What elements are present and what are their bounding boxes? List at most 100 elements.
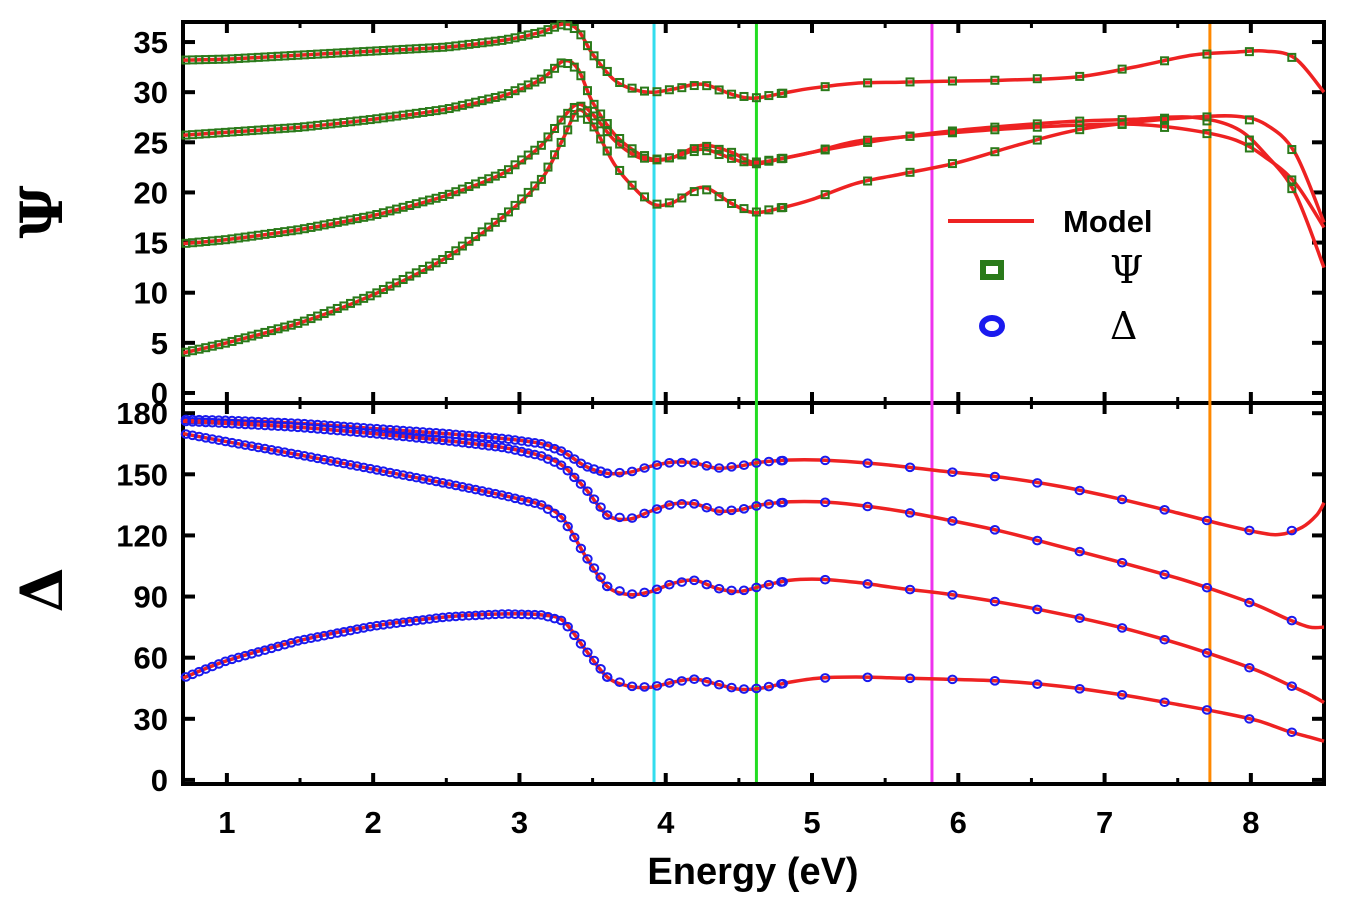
- delta-data-point: [701, 502, 712, 513]
- delta-data-point: [246, 649, 257, 659]
- delta-data-point: [664, 500, 675, 510]
- psi-data-point: [905, 131, 915, 141]
- delta-data-point: [763, 579, 775, 590]
- delta-data-point: [751, 582, 762, 593]
- delta-data-point: [483, 432, 494, 443]
- delta-data-point: [562, 521, 573, 532]
- delta-data-point: [496, 442, 508, 453]
- psi-data-point: [1032, 122, 1042, 132]
- delta-data-point: [614, 467, 625, 478]
- psi-data-point: [615, 165, 625, 175]
- delta-data-point: [318, 424, 330, 435]
- delta-data-point: [989, 471, 1001, 482]
- psi-data-point: [764, 155, 774, 165]
- delta-data-point: [862, 501, 873, 512]
- delta-data-point: [470, 484, 481, 495]
- delta-data-point: [1116, 557, 1128, 568]
- psi-data-point: [739, 153, 749, 163]
- x-tick-label-7: 7: [1096, 805, 1113, 840]
- psi-data-point: [576, 71, 586, 81]
- psi-y-tick-label-30: 30: [134, 75, 168, 110]
- delta-data-point: [496, 609, 508, 619]
- legend-model-label: Model: [1063, 204, 1153, 239]
- psi-data-point: [444, 251, 454, 261]
- delta-data-point: [523, 437, 534, 447]
- delta-data-point: [701, 579, 712, 590]
- psi-data-point: [569, 62, 579, 72]
- psi-data-point: [589, 122, 599, 132]
- delta-data-point: [713, 463, 725, 473]
- psi-data-point: [536, 140, 546, 150]
- delta-data-point: [279, 639, 290, 650]
- delta-data-point: [351, 624, 363, 635]
- delta-data-point: [411, 426, 422, 437]
- delta-data-point: [1159, 505, 1170, 515]
- delta-model-line-4: [182, 611, 1325, 743]
- delta-data-point: [555, 512, 567, 523]
- psi-data-point: [523, 187, 533, 197]
- delta-data-point: [365, 621, 376, 632]
- psi-data-point: [640, 153, 650, 163]
- delta-data-point: [536, 610, 547, 620]
- psi-data-point: [727, 89, 737, 99]
- psi-data-point: [1287, 52, 1297, 62]
- psi-data-point: [1287, 145, 1297, 155]
- delta-data-point: [384, 430, 396, 441]
- delta-data-point: [1201, 705, 1213, 715]
- delta-data-point: [1074, 613, 1085, 623]
- delta-data-point: [738, 460, 750, 471]
- psi-data-point: [477, 227, 487, 237]
- psi-data-point: [1117, 64, 1127, 74]
- delta-data-point: [904, 584, 916, 595]
- psi-data-point: [640, 192, 650, 202]
- psi-data-point: [627, 83, 637, 93]
- delta-data-point: [318, 454, 330, 465]
- psi-data-point: [550, 123, 560, 133]
- delta-data-point: [476, 610, 488, 620]
- x-tick-label-1: 1: [218, 805, 235, 840]
- delta-data-point: [575, 479, 587, 489]
- delta-data-point: [595, 502, 606, 512]
- delta-data-point: [299, 634, 310, 645]
- delta-data-point: [529, 438, 541, 448]
- psi-y-tick-label-35: 35: [134, 25, 168, 60]
- delta-data-point: [286, 638, 297, 648]
- delta-data-point: [490, 488, 501, 499]
- delta-data-point: [253, 442, 264, 453]
- psi-data-point: [1287, 175, 1297, 185]
- psi-data-point: [530, 145, 540, 155]
- delta-data-point: [332, 457, 343, 468]
- delta-data-point: [338, 458, 350, 469]
- delta-data-point: [266, 444, 277, 455]
- psi-data-point: [517, 155, 527, 165]
- delta-data-point: [639, 587, 650, 598]
- delta-data-point: [1159, 697, 1170, 708]
- delta-data-point: [424, 434, 435, 444]
- delta-data-point: [1244, 714, 1255, 724]
- delta-data-point: [904, 673, 916, 684]
- psi-data-point: [543, 69, 553, 79]
- delta-data-point: [312, 424, 323, 434]
- delta-data-point: [490, 609, 501, 620]
- psi-data-point: [1032, 74, 1042, 84]
- delta-data-point: [272, 421, 284, 432]
- delta-data-point: [193, 417, 205, 427]
- psi-data-point: [778, 202, 788, 212]
- delta-data-point: [1116, 623, 1128, 633]
- delta-data-point: [569, 472, 580, 483]
- delta-data-point: [503, 443, 514, 454]
- psi-data-point: [484, 222, 494, 232]
- delta-data-point: [562, 621, 573, 632]
- psi-data-point: [727, 147, 737, 157]
- delta-data-point: [180, 416, 192, 427]
- delta-data-point: [1032, 535, 1043, 546]
- delta-data-point: [457, 482, 468, 492]
- delta-y-tick-label-0: 0: [151, 763, 168, 798]
- delta-data-point: [305, 423, 317, 434]
- delta-data-point: [404, 432, 415, 442]
- delta-data-point: [404, 616, 415, 627]
- psi-data-point: [778, 153, 788, 163]
- delta-data-point: [582, 554, 593, 564]
- delta-data-point: [562, 465, 573, 476]
